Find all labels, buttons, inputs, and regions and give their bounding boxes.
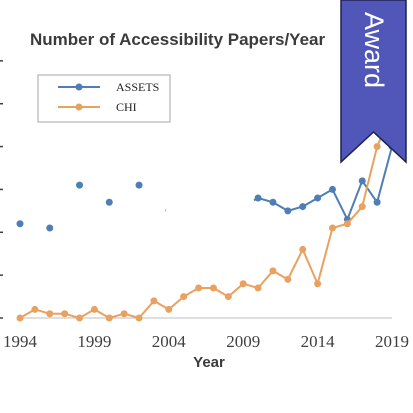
series-line-assets [331,188,349,220]
data-point-chi [284,275,292,283]
series-line-chi [346,205,363,225]
data-point-assets [328,185,336,193]
data-point-assets [46,224,54,232]
data-point-chi [373,143,381,151]
data-point-chi [314,280,322,288]
data-point-assets [373,198,381,206]
legend-box [37,74,171,123]
series-line-chi [361,146,379,207]
series-line-chi [286,248,304,280]
series-line-assets [346,180,364,220]
data-point-chi [328,224,336,232]
data-point-chi [61,310,69,318]
data-point-assets [254,194,262,202]
series-line-chi [138,300,155,319]
data-point-chi [209,284,217,292]
x-axis-label: Year [193,354,225,371]
data-point-assets [284,207,292,215]
data-point-chi [358,203,366,211]
data-point-chi [195,284,203,292]
x-tick-label: 1999 [77,332,111,351]
data-point-chi [135,314,143,322]
data-point-chi [76,314,84,322]
data-point-chi [299,245,307,253]
x-tick-label: 2014 [301,332,336,351]
series-line-assets [361,180,378,203]
data-point-chi [46,310,54,318]
y-axis-stubs [0,60,3,319]
data-point-assets [105,198,113,206]
x-tick-label: 1994 [3,332,38,351]
data-point-assets [269,198,277,206]
data-point-chi [180,293,188,301]
legend: ASSETS CHI [37,74,171,123]
data-point-assets [314,194,322,202]
data-point-assets [358,177,366,185]
data-point-chi [150,297,158,305]
data-point-assets [16,220,24,228]
x-tick-label: 2019 [375,332,409,351]
data-point-chi [224,293,232,301]
chart-title: Number of Accessibility Papers/Year [30,30,325,49]
data-point-assets [76,181,84,189]
data-point-chi [90,305,98,313]
occlusion-patch [165,185,261,244]
award-label: Award [359,12,389,88]
x-tick-labels: 1994 1999 2004 2009 2014 2019 [3,332,409,351]
data-point-chi [120,310,128,318]
series-line-chi [301,249,319,285]
legend-label-assets: ASSETS [116,80,159,94]
data-point-chi [343,220,351,228]
data-point-chi [16,314,24,322]
legend-marker-assets [75,83,83,91]
award-ribbon-shape [340,0,407,164]
series-line-assets [376,146,393,203]
x-tick-label: 2004 [152,332,187,351]
legend-label-chi: CHI [116,100,137,114]
data-point-assets [135,181,143,189]
data-point-chi [269,267,277,275]
data-point-assets [299,203,307,211]
series-line-chi [316,227,334,284]
data-point-chi [254,284,262,292]
series-line-chi [257,270,274,289]
data-point-chi [105,314,113,322]
x-tick-label: 2009 [226,332,260,351]
award-ribbon: Award [340,0,407,164]
series-layer [16,108,396,322]
data-point-chi [239,280,247,288]
legend-marker-chi [75,103,83,111]
data-point-chi [165,305,173,313]
data-point-chi [31,305,39,313]
